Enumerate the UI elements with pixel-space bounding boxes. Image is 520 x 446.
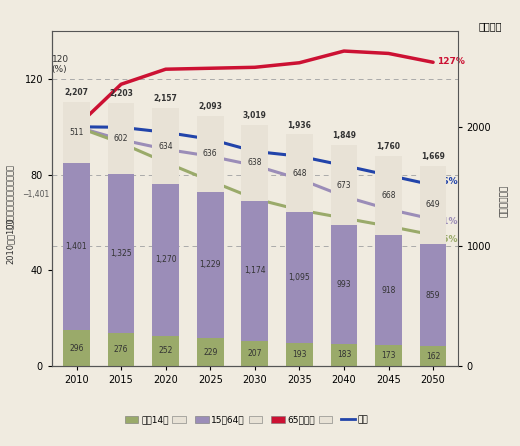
Text: 1,760: 1,760 — [376, 142, 400, 151]
Text: 1,095: 1,095 — [289, 273, 310, 282]
Text: 252: 252 — [159, 346, 173, 355]
Bar — [375, 345, 402, 366]
Text: 1,849: 1,849 — [332, 131, 356, 140]
Bar — [63, 163, 90, 330]
Text: 207: 207 — [248, 349, 262, 358]
Text: 2,093: 2,093 — [198, 102, 222, 111]
Bar — [286, 134, 313, 212]
Text: 1,325: 1,325 — [110, 249, 132, 258]
Text: 1,936: 1,936 — [288, 121, 311, 130]
Bar — [108, 103, 135, 174]
Bar — [152, 335, 179, 366]
Text: 162: 162 — [426, 351, 440, 360]
Bar — [286, 343, 313, 366]
Text: 1,669: 1,669 — [421, 153, 445, 161]
Bar — [63, 330, 90, 366]
Text: 668: 668 — [381, 191, 396, 200]
Bar — [331, 344, 357, 366]
Bar — [286, 212, 313, 343]
Bar — [63, 102, 90, 163]
Bar — [152, 108, 179, 184]
Bar — [420, 166, 447, 244]
Text: 636: 636 — [203, 149, 217, 158]
Text: 276: 276 — [114, 345, 128, 354]
Text: 関西の年齢階層別人口増減率: 関西の年齢階層別人口増減率 — [6, 164, 15, 229]
Text: 2,207: 2,207 — [64, 88, 88, 97]
Text: 1,270: 1,270 — [155, 255, 176, 264]
Text: 993: 993 — [336, 280, 351, 289]
Bar — [152, 184, 179, 335]
Text: 2010年＝100: 2010年＝100 — [6, 218, 15, 264]
Bar — [375, 156, 402, 235]
Text: 859: 859 — [426, 290, 440, 300]
Text: 2,203: 2,203 — [109, 89, 133, 98]
Text: 関西の総人口: 関西の総人口 — [500, 185, 509, 217]
Text: 918: 918 — [381, 286, 396, 295]
Text: 296: 296 — [69, 343, 84, 352]
Bar — [375, 235, 402, 345]
Bar — [108, 174, 135, 333]
Text: 120
(%): 120 (%) — [51, 55, 69, 74]
Legend: ０～14歳,  , 15～64歳,  , 65歳以上,  , 総数: ０～14歳, , 15～64歳, , 65歳以上, , 総数 — [121, 412, 372, 428]
Text: 648: 648 — [292, 169, 307, 178]
Text: 173: 173 — [381, 351, 396, 360]
Text: 127%: 127% — [437, 57, 464, 66]
Text: 193: 193 — [292, 350, 307, 359]
Bar — [420, 347, 447, 366]
Text: 638: 638 — [248, 158, 262, 167]
Text: 673: 673 — [336, 181, 351, 190]
Text: 61%: 61% — [437, 217, 458, 226]
Bar — [241, 201, 268, 341]
Text: 229: 229 — [203, 347, 217, 356]
Text: 76%: 76% — [437, 177, 458, 186]
Bar — [331, 225, 357, 344]
Text: 55%: 55% — [437, 235, 458, 244]
Y-axis label: （万人）: （万人） — [478, 21, 502, 31]
Bar — [241, 124, 268, 201]
Text: ─1,401: ─1,401 — [23, 190, 50, 199]
Text: 511: 511 — [69, 128, 84, 137]
Bar — [197, 191, 224, 339]
Text: 2,157: 2,157 — [154, 95, 178, 103]
Bar — [197, 116, 224, 191]
Text: 3,019: 3,019 — [243, 111, 267, 120]
Text: 1,401: 1,401 — [66, 242, 87, 251]
Bar — [331, 145, 357, 225]
Text: 649: 649 — [426, 201, 440, 210]
Text: 1,174: 1,174 — [244, 266, 266, 275]
Bar — [420, 244, 447, 347]
Text: 634: 634 — [159, 141, 173, 151]
Bar — [241, 341, 268, 366]
Bar — [108, 333, 135, 366]
Text: 602: 602 — [114, 134, 128, 143]
Text: 1,229: 1,229 — [200, 260, 221, 269]
Text: 183: 183 — [337, 350, 351, 359]
Bar — [197, 339, 224, 366]
